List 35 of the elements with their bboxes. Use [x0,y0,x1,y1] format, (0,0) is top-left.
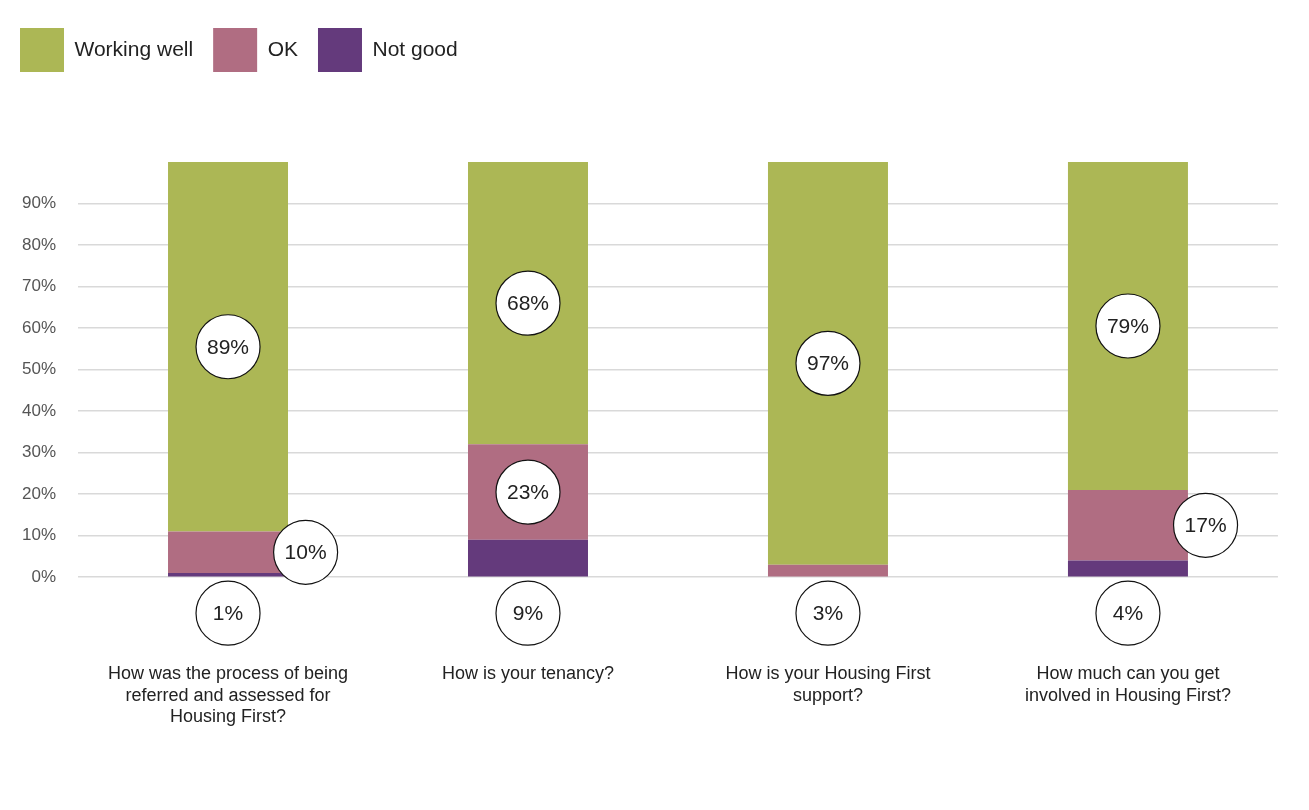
bar [767,564,888,577]
x-tick-label: How is your Housing First support? [725,662,931,705]
bar [468,539,588,577]
bar [1067,162,1188,491]
y-tick-label: 10% [21,525,57,545]
y-tick-label: 80% [21,234,57,254]
x-tick-label: How was the process of being referred and assessed for Housing First? [107,662,349,727]
data-label: 23% [506,479,550,503]
data-label: 89% [207,334,250,358]
y-tick-label: 0% [31,566,57,586]
data-label: 1% [212,601,244,624]
y-tick-label: 30% [21,442,57,462]
legend-label: Working well [74,36,194,60]
legend-label: OK [267,36,298,60]
bar [168,162,289,532]
data-label: 17% [1184,513,1227,537]
data-label: 10% [284,540,327,564]
y-tick-label: 40% [21,400,57,420]
data-label: 9% [512,601,544,624]
data-label: 79% [1106,313,1149,337]
y-tick-label: 20% [21,483,57,503]
data-label: 3% [812,601,844,624]
data-label: 97% [806,351,849,375]
x-tick-label: How is your tenancy? [441,662,615,683]
data-label: 68% [506,290,550,314]
y-tick-label: 70% [21,276,57,296]
y-tick-label: 50% [21,359,57,379]
x-tick-label: How much can you get involved in Housing First? [1024,662,1232,705]
bar [1067,560,1188,577]
legend-label: Not good [372,36,458,60]
bar [767,162,888,565]
data-label: 4% [1112,601,1144,624]
y-tick-label: 90% [21,193,57,213]
bar [468,162,588,445]
y-tick-label: 60% [21,317,57,337]
